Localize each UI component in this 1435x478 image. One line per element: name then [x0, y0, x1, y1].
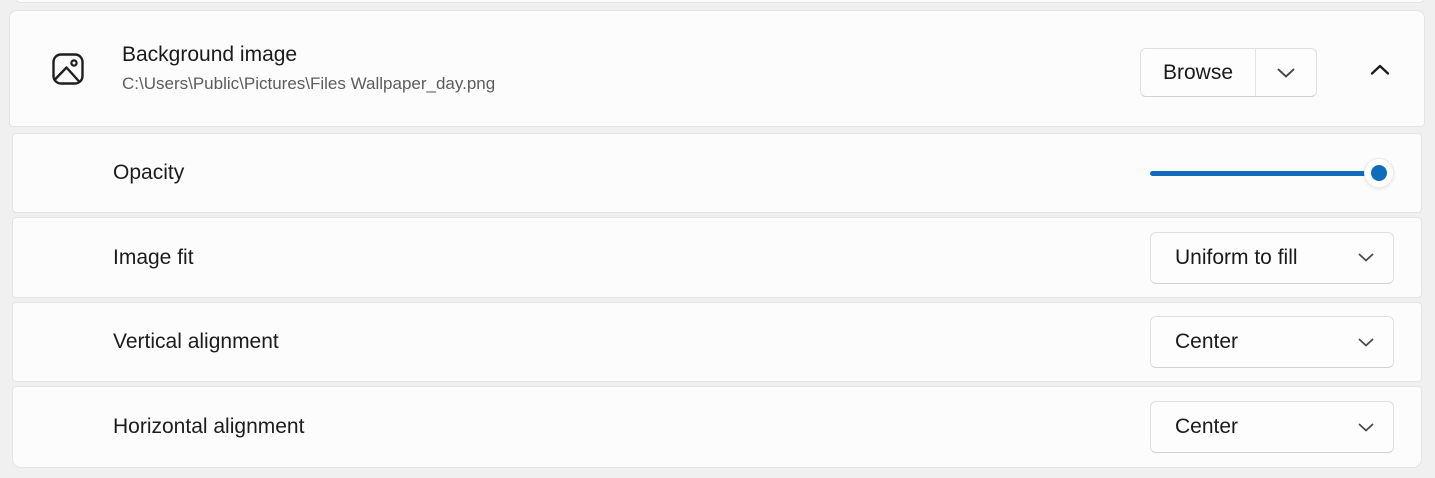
- image-fit-value: Uniform to fill: [1175, 245, 1298, 269]
- previous-card-edge: [14, 0, 1426, 3]
- opacity-slider-thumb[interactable]: [1364, 158, 1394, 188]
- browse-split-button[interactable]: Browse: [1140, 48, 1317, 97]
- vertical-alignment-dropdown[interactable]: Center: [1150, 316, 1394, 368]
- setting-title: Background image: [122, 43, 298, 66]
- opacity-setting-row: Opacity: [12, 133, 1422, 213]
- image-fit-label: Image fit: [113, 245, 194, 269]
- expander-header-text: Background image C:\Users\Public\Picture…: [122, 43, 495, 94]
- collapse-expander-button[interactable]: [1369, 63, 1391, 77]
- chevron-down-icon: [1358, 253, 1374, 262]
- background-image-expander-header[interactable]: Background image C:\Users\Public\Picture…: [9, 10, 1425, 127]
- browse-dropdown-button[interactable]: [1256, 49, 1316, 96]
- image-fit-setting-row: Image fit Uniform to fill: [12, 217, 1422, 298]
- image-fit-dropdown[interactable]: Uniform to fill: [1150, 231, 1394, 284]
- opacity-slider-thumb-dot: [1371, 165, 1387, 181]
- vertical-alignment-label: Vertical alignment: [113, 330, 279, 353]
- chevron-down-icon: [1358, 423, 1374, 432]
- vertical-alignment-setting-row: Vertical alignment Center: [12, 302, 1422, 382]
- background-image-path: C:\Users\Public\Pictures\Files Wallpaper…: [122, 74, 496, 93]
- image-icon: [50, 51, 86, 87]
- horizontal-alignment-label: Horizontal alignment: [113, 415, 305, 438]
- horizontal-alignment-dropdown[interactable]: Center: [1150, 401, 1394, 453]
- chevron-down-icon: [1358, 338, 1374, 347]
- opacity-slider-track[interactable]: [1150, 170, 1390, 176]
- vertical-alignment-value: Center: [1175, 330, 1239, 353]
- horizontal-alignment-setting-row: Horizontal alignment Center: [12, 386, 1422, 468]
- opacity-label: Opacity: [113, 161, 185, 184]
- opacity-slider[interactable]: [1150, 157, 1394, 189]
- browse-button[interactable]: Browse: [1162, 60, 1234, 84]
- chevron-down-icon: [1277, 68, 1295, 78]
- chevron-up-icon: [1370, 64, 1390, 76]
- horizontal-alignment-value: Center: [1175, 415, 1239, 438]
- split-button-divider: [1255, 49, 1256, 96]
